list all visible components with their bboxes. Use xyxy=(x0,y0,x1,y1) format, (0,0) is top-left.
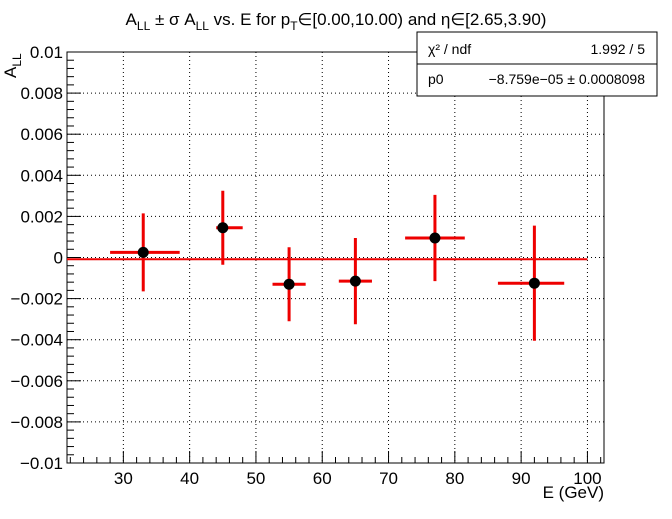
data-point xyxy=(405,194,465,282)
y-tick-label: 0 xyxy=(54,249,63,268)
data-point xyxy=(338,237,372,325)
x-tick-label: 100 xyxy=(573,469,601,488)
x-tick-label: 40 xyxy=(180,469,199,488)
y-tick-label: −0.002 xyxy=(11,290,63,309)
data-point xyxy=(272,247,306,322)
point-marker xyxy=(137,246,149,258)
y-tick-label: 0.004 xyxy=(20,166,63,185)
data-point xyxy=(110,213,180,292)
data-points xyxy=(110,190,565,341)
stats-chi2-label: χ² / ndf xyxy=(428,41,471,57)
y-tick-label: −0.008 xyxy=(11,413,63,432)
point-marker xyxy=(349,275,361,287)
stats-p0-value: −8.759e−05 ± 0.0008098 xyxy=(489,71,646,87)
axis-tick-labels: 30 40 50 60 70 80 90 100 −0.01 −0.008 −0.006 −0.004… xyxy=(11,43,602,488)
y-tick-label: −0.006 xyxy=(11,372,63,391)
stats-box: χ² / ndf 1.992 / 5 p0 −8.759e−05 ± 0.000… xyxy=(416,31,658,97)
x-tick-label: 30 xyxy=(114,469,133,488)
x-tick-label: 60 xyxy=(313,469,332,488)
data-point xyxy=(497,225,565,341)
y-tick-label: 0.008 xyxy=(20,84,63,103)
x-axis-title: E (GeV) xyxy=(543,483,604,502)
data-point xyxy=(216,190,243,265)
axis-ticks xyxy=(67,51,602,464)
stats-chi2-value: 1.992 / 5 xyxy=(591,41,646,57)
x-tick-label: 80 xyxy=(445,469,464,488)
chart-title: ALL ± σ ALL vs. E for pT∈[0.00,10.00) an… xyxy=(126,10,547,33)
y-tick-label: −0.004 xyxy=(11,331,63,350)
x-tick-label: 70 xyxy=(379,469,398,488)
y-tick-label: 0.01 xyxy=(30,43,63,62)
point-marker xyxy=(217,222,229,234)
y-tick-label: 0.002 xyxy=(20,207,63,226)
x-tick-label: 50 xyxy=(246,469,265,488)
y-tick-label: −0.01 xyxy=(20,454,63,473)
grid xyxy=(67,51,604,464)
point-marker xyxy=(283,278,295,290)
y-axis-title: ALL xyxy=(1,53,24,78)
stats-p0-label: p0 xyxy=(428,71,444,87)
x-tick-label: 90 xyxy=(512,469,531,488)
y-tick-label: 0.006 xyxy=(20,125,63,144)
point-marker xyxy=(429,232,441,244)
point-marker xyxy=(528,277,540,289)
